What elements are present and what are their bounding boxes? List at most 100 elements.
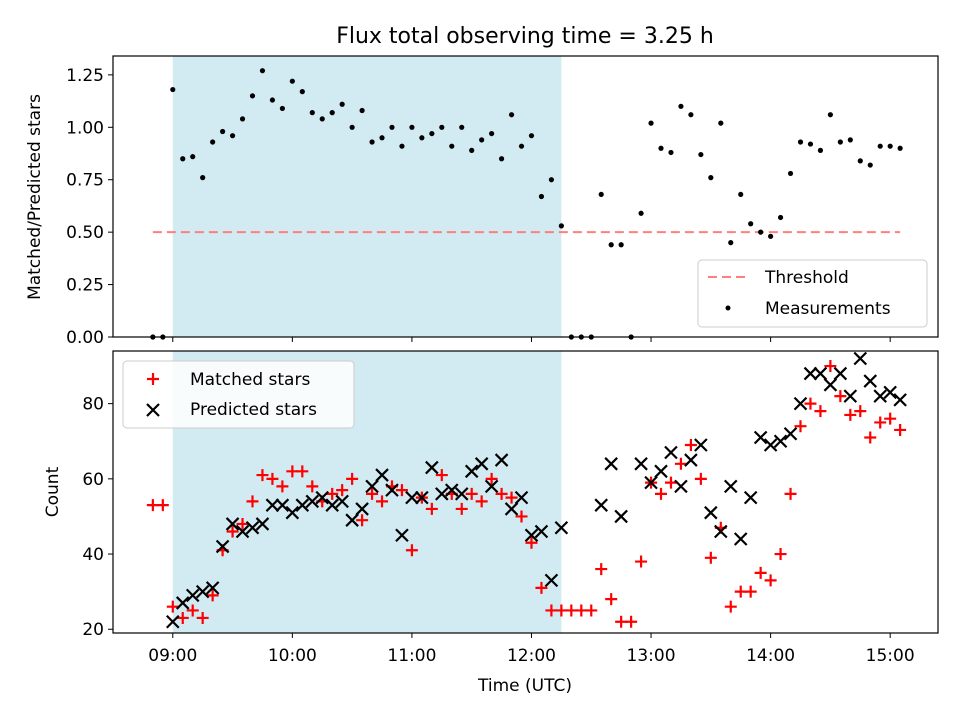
measurement-point <box>309 110 315 116</box>
ratio-panel: 0.00 0.25 0.50 0.75 1.00 1.25 Matched/Predict… <box>25 55 939 348</box>
predicted-star-point <box>644 475 658 490</box>
predicted-star-point <box>684 453 698 467</box>
predicted-star-point <box>235 524 250 539</box>
bottom-legend: Matched stars Predicted stars <box>122 360 355 429</box>
matched-star-point <box>764 574 777 587</box>
x-tick-label: 11:00 <box>387 646 436 666</box>
predicted-star-point <box>285 505 300 520</box>
bottom-y-label: Count <box>43 466 63 517</box>
x-tick-label: 14:00 <box>746 646 795 666</box>
matched-star-point <box>894 423 907 436</box>
predicted-star-point <box>634 457 648 471</box>
measurement-point <box>598 191 604 198</box>
matched-star-point <box>176 611 189 624</box>
measurement-point <box>389 124 395 130</box>
y-tick-label: 60 <box>82 470 104 490</box>
measurement-point <box>748 221 754 227</box>
measurement-point <box>229 133 236 139</box>
measurement-point <box>289 78 295 84</box>
measurement-point <box>239 116 246 122</box>
predicted-star-point <box>534 524 549 539</box>
matched-star-point <box>366 487 379 500</box>
measurement-point <box>668 149 674 156</box>
predicted-star-point <box>813 366 828 381</box>
matched-star-point <box>844 408 857 421</box>
measurement-point <box>319 116 325 122</box>
count-panel: 20 40 60 80 09:00 10:00 11:00 12:00 13:00 14:00 1… <box>43 350 939 696</box>
y-tick-label: 0.25 <box>66 276 104 296</box>
y-tick-label: 1.25 <box>66 66 104 86</box>
measurement-point <box>489 130 495 137</box>
matched-star-point <box>874 416 887 429</box>
legend-threshold-label: Threshold <box>764 268 849 288</box>
measurement-point <box>728 240 734 246</box>
measurement-point <box>797 139 804 145</box>
predicted-star-point <box>793 396 808 411</box>
measurement-point <box>738 191 744 198</box>
predicted-star-point <box>494 453 509 467</box>
predicted-star-point <box>345 513 359 527</box>
measurement-point <box>768 233 774 239</box>
matched-star-point <box>475 495 488 508</box>
bottom-y-axis: 20 40 60 80 <box>82 395 113 640</box>
predicted-star-point <box>823 378 838 392</box>
matched-star-point <box>495 487 508 500</box>
measurement-point <box>180 156 186 162</box>
top-x-ticks <box>172 337 891 342</box>
measurement-point <box>678 103 684 109</box>
predicted-star-point <box>714 524 728 539</box>
measurement-point <box>429 130 435 137</box>
measurement-point <box>538 193 545 200</box>
predicted-star-point <box>743 490 758 505</box>
predicted-star-point <box>873 389 887 403</box>
y-tick-label: 0.00 <box>66 328 104 348</box>
predicted-star-point <box>295 498 310 512</box>
predicted-star-point <box>654 464 668 479</box>
matched-star-point <box>326 487 339 500</box>
x-axis-label: Time (UTC) <box>477 676 572 696</box>
measurement-point <box>698 151 704 158</box>
chart-title: Flux total observing time = 3.25 h <box>336 24 714 49</box>
legend-measurements-swatch <box>725 305 731 311</box>
predicted-star-point <box>435 487 449 501</box>
predicted-star-point <box>385 483 399 497</box>
legend-predicted-swatch <box>146 403 160 417</box>
measurement-point <box>249 93 256 99</box>
legend-measurements-label: Measurements <box>765 299 891 319</box>
predicted-star-point <box>395 528 409 543</box>
predicted-star-point <box>335 494 349 509</box>
measurement-point <box>518 143 525 149</box>
matched-star-point <box>824 360 837 373</box>
predicted-star-point <box>464 464 479 479</box>
measurement-point <box>419 135 425 141</box>
predicted-star-point <box>674 479 688 494</box>
matched-star-point <box>266 472 279 485</box>
predicted-star-point <box>883 385 897 400</box>
measurement-point <box>708 175 714 181</box>
predicted-star-point <box>763 438 778 452</box>
matched-star-point <box>754 566 767 579</box>
measurement-point <box>508 112 515 118</box>
matched-star-point <box>186 604 199 617</box>
matched-star-point <box>296 465 309 478</box>
predicted-star-point <box>704 505 718 520</box>
measurement-point <box>638 210 644 216</box>
x-tick-label: 15:00 <box>866 646 915 666</box>
predicted-star-point <box>514 490 529 505</box>
legend-predicted-label: Predicted stars <box>190 400 317 420</box>
measurement-point <box>259 68 266 74</box>
matched-star-point <box>535 581 548 594</box>
matched-star-point <box>694 472 707 485</box>
matched-star-point <box>724 600 737 613</box>
measurement-point <box>339 101 345 107</box>
predicted-star-point <box>325 498 339 512</box>
measurement-point <box>528 133 535 139</box>
predicted-star-point <box>554 520 569 535</box>
predicted-star-point <box>305 494 320 509</box>
measurement-point <box>658 145 664 151</box>
matched-star-point <box>525 536 538 549</box>
measurement-point <box>369 139 375 145</box>
matched-star-point <box>704 551 717 564</box>
top-legend: Threshold Measurements <box>697 259 928 328</box>
